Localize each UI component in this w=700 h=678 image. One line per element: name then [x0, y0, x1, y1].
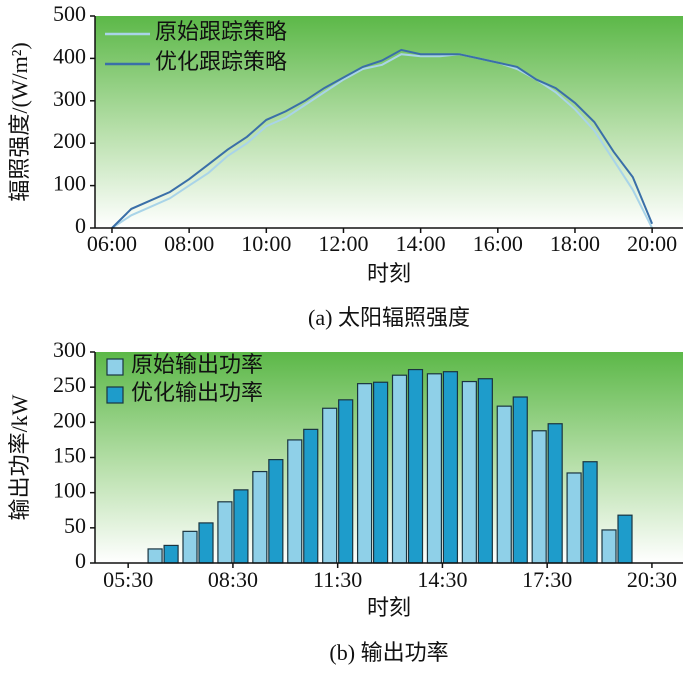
legend-label: 原始输出功率 — [131, 352, 263, 377]
bar — [601, 529, 617, 564]
bar — [163, 544, 179, 564]
bar — [217, 501, 233, 564]
x-tick-label: 08:30 — [208, 567, 258, 592]
x-tick-label: 18:00 — [550, 231, 600, 256]
bar — [182, 530, 198, 564]
bar — [461, 380, 477, 564]
series-line — [111, 53, 653, 229]
caption: (a) 太阳辐照强度 — [308, 305, 470, 330]
y-tick-label: 400 — [53, 43, 86, 68]
x-tick-label: 14:00 — [396, 231, 446, 256]
bar — [477, 378, 493, 564]
x-axis-label: 时刻 — [367, 261, 411, 286]
bar — [268, 459, 284, 564]
bar — [547, 423, 563, 564]
bar — [426, 373, 443, 564]
x-tick-label: 12:00 — [318, 231, 368, 256]
bar — [496, 405, 512, 564]
legend-label: 原始跟踪策略 — [155, 19, 287, 44]
y-tick-label: 0 — [75, 213, 86, 238]
plot-background — [95, 16, 683, 228]
x-tick-label: 05:30 — [103, 567, 153, 592]
bar — [407, 368, 424, 564]
bar — [356, 383, 373, 564]
y-tick-label: 250 — [53, 372, 86, 397]
x-tick-label: 08:00 — [164, 231, 214, 256]
y-tick-label: 300 — [53, 86, 86, 111]
bar — [442, 371, 459, 564]
bar — [582, 461, 598, 564]
caption: (b) 输出功率 — [329, 640, 448, 665]
y-tick-label: 100 — [53, 478, 86, 503]
y-tick-label: 100 — [53, 171, 86, 196]
y-tick-label: 50 — [64, 513, 86, 538]
x-tick-label: 17:30 — [522, 567, 572, 592]
x-tick-label: 10:00 — [241, 231, 291, 256]
x-tick-label: 20:00 — [627, 231, 677, 256]
series-line — [111, 48, 654, 229]
bar — [531, 430, 547, 564]
y-tick-label: 200 — [53, 407, 86, 432]
legend-swatch — [106, 386, 124, 404]
bar — [372, 381, 389, 564]
legend-swatch — [106, 358, 124, 376]
y-tick-label: 300 — [53, 337, 86, 362]
bar — [617, 514, 633, 564]
x-tick-label: 14:30 — [417, 567, 467, 592]
bar — [147, 548, 163, 564]
bar — [198, 522, 214, 564]
bar — [322, 407, 338, 564]
y-tick-label: 200 — [53, 128, 86, 153]
x-tick-label: 11:30 — [313, 567, 362, 592]
bar — [252, 470, 268, 564]
y-tick-label: 500 — [53, 1, 86, 26]
bar — [233, 489, 249, 564]
x-tick-label: 06:00 — [87, 231, 137, 256]
legend-label: 优化跟踪策略 — [155, 49, 287, 74]
y-tick-label: 0 — [75, 548, 86, 573]
x-tick-label: 16:00 — [473, 231, 523, 256]
bar — [303, 428, 319, 564]
y-axis-label: 输出功率/kW — [7, 394, 32, 520]
y-tick-label: 150 — [53, 443, 86, 468]
bar — [287, 439, 303, 564]
x-tick-label: 20:30 — [627, 567, 677, 592]
y-axis-label: 辐照强度/(W/m²) — [7, 42, 32, 201]
x-axis-label: 时刻 — [367, 595, 411, 620]
bar — [338, 399, 354, 564]
bar — [512, 396, 528, 564]
bar — [566, 472, 582, 564]
legend-label: 优化输出功率 — [131, 380, 263, 405]
bar — [391, 374, 408, 564]
